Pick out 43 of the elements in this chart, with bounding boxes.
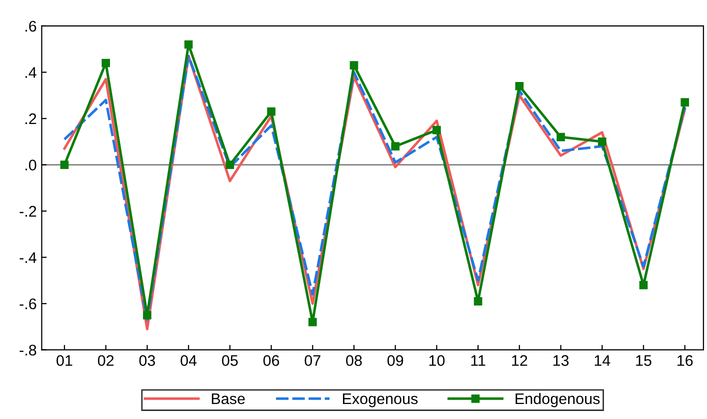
x-tick-label: 05 — [222, 355, 238, 366]
point — [432, 126, 441, 134]
point — [474, 297, 482, 306]
point — [639, 280, 648, 290]
x-tick-label: 12 — [512, 355, 528, 366]
y-tick-label: .4 — [26, 67, 36, 78]
point — [184, 40, 193, 49]
x-tick-label: 16 — [678, 355, 693, 366]
x-tick-label: 08 — [346, 355, 362, 366]
x-tick-label: 02 — [98, 355, 114, 366]
legend-label: Base — [212, 394, 245, 404]
legend-label: Endogenous — [516, 392, 600, 408]
point — [350, 61, 358, 70]
point — [267, 107, 276, 116]
y-tick-label: .6 — [26, 20, 36, 32]
point — [102, 58, 110, 68]
point — [680, 98, 690, 106]
y-tick-label: .0 — [26, 160, 36, 170]
point — [391, 142, 400, 150]
point — [143, 310, 152, 320]
legend-label: Exogenous — [342, 394, 418, 408]
y-tick-label: -.8 — [20, 344, 36, 356]
x-tick-label: 15 — [636, 355, 652, 366]
point — [515, 82, 524, 90]
point — [60, 160, 69, 169]
y-tick-label: -.4 — [20, 252, 36, 263]
x-tick-label: 07 — [304, 355, 320, 366]
x-tick-label: 03 — [139, 355, 156, 366]
y-tick-label: -.2 — [20, 206, 36, 217]
x-tick-label: 11 — [471, 355, 486, 366]
point — [226, 160, 234, 169]
x-tick-label: 01 — [56, 355, 72, 366]
x-tick-label: 04 — [180, 355, 197, 366]
y-tick-label: -.6 — [20, 298, 36, 310]
x-tick-label: 06 — [263, 355, 280, 366]
point — [598, 137, 606, 146]
x-tick-label: 13 — [553, 355, 569, 366]
point — [308, 318, 317, 326]
point — [556, 132, 565, 142]
x-tick-label: 10 — [429, 355, 445, 366]
x-tick-label: 14 — [594, 355, 610, 366]
x-tick-label: 09 — [387, 355, 404, 366]
y-tick-label: .2 — [26, 113, 36, 124]
